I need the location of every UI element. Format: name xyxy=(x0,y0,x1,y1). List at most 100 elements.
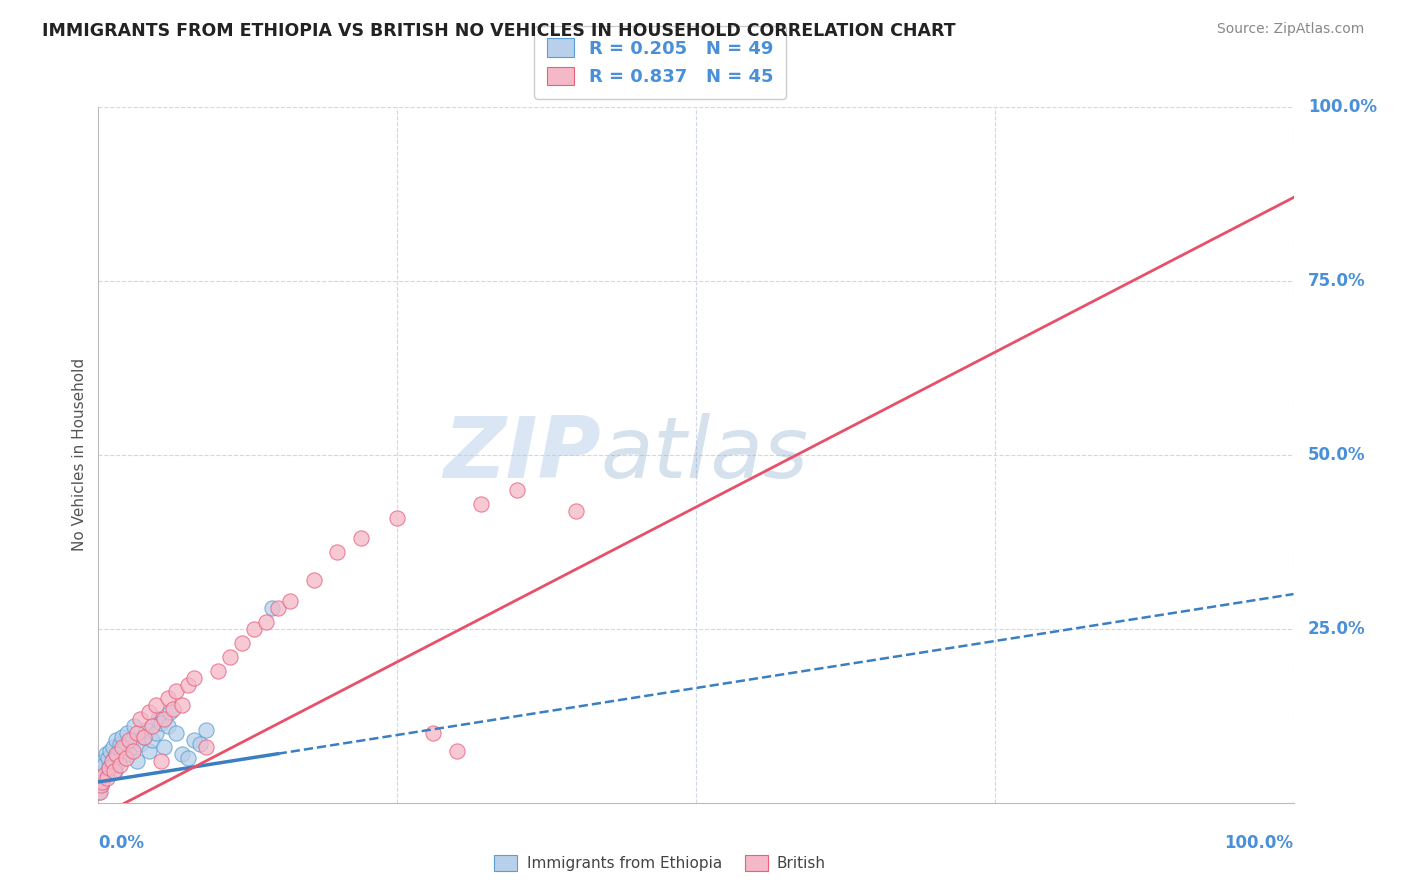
Point xyxy=(470,497,492,511)
Point xyxy=(87,781,110,796)
Point xyxy=(148,712,170,726)
Point xyxy=(231,636,253,650)
Point xyxy=(145,726,167,740)
Point xyxy=(118,747,141,761)
Point xyxy=(243,622,266,636)
Point xyxy=(105,747,128,761)
Point xyxy=(104,764,127,779)
Point xyxy=(107,747,129,761)
Point xyxy=(103,750,125,764)
Text: atlas: atlas xyxy=(600,413,808,497)
Point xyxy=(141,719,163,733)
Point xyxy=(125,754,148,768)
Point xyxy=(172,698,194,713)
Point xyxy=(94,747,117,761)
Point xyxy=(91,775,114,789)
Point xyxy=(115,750,138,764)
Point xyxy=(118,733,141,747)
Text: 75.0%: 75.0% xyxy=(1308,272,1365,290)
Point xyxy=(446,744,468,758)
Point xyxy=(129,737,152,751)
Point xyxy=(278,594,301,608)
Point xyxy=(165,726,187,740)
Text: 50.0%: 50.0% xyxy=(1308,446,1365,464)
Point xyxy=(177,750,200,764)
Point xyxy=(91,775,114,789)
Point xyxy=(132,730,155,744)
Point xyxy=(100,757,122,772)
Legend: Immigrants from Ethiopia, British: Immigrants from Ethiopia, British xyxy=(486,847,834,879)
Point xyxy=(124,719,146,733)
Point xyxy=(177,677,200,691)
Point xyxy=(89,772,111,786)
Point xyxy=(138,744,160,758)
Point xyxy=(98,761,121,775)
Point xyxy=(149,754,172,768)
Point xyxy=(135,723,157,737)
Point xyxy=(159,706,181,720)
Point xyxy=(188,737,211,751)
Point xyxy=(125,726,148,740)
Point xyxy=(267,601,290,615)
Point xyxy=(111,730,134,744)
Point xyxy=(114,740,136,755)
Point xyxy=(219,649,242,664)
Point xyxy=(183,671,205,685)
Point xyxy=(153,712,176,726)
Point xyxy=(90,761,112,775)
Point xyxy=(90,778,112,793)
Point xyxy=(90,778,112,793)
Text: 100.0%: 100.0% xyxy=(1225,834,1294,852)
Point xyxy=(111,740,134,755)
Point xyxy=(162,702,184,716)
Point xyxy=(97,750,120,764)
Point xyxy=(96,768,118,782)
Point xyxy=(110,744,132,758)
Point xyxy=(89,785,111,799)
Point xyxy=(115,726,138,740)
Point xyxy=(145,698,167,713)
Point xyxy=(129,712,152,726)
Point xyxy=(302,573,325,587)
Point xyxy=(149,715,172,730)
Point xyxy=(195,723,218,737)
Point xyxy=(165,684,187,698)
Text: 0.0%: 0.0% xyxy=(98,834,145,852)
Point xyxy=(350,532,373,546)
Text: 25.0%: 25.0% xyxy=(1308,620,1365,638)
Point xyxy=(254,615,277,629)
Text: ZIP: ZIP xyxy=(443,413,600,497)
Point xyxy=(93,757,115,772)
Point xyxy=(138,706,160,720)
Point xyxy=(100,754,122,768)
Text: Source: ZipAtlas.com: Source: ZipAtlas.com xyxy=(1216,22,1364,37)
Point xyxy=(93,768,115,782)
Point xyxy=(107,754,129,768)
Point xyxy=(156,691,179,706)
Point xyxy=(108,757,131,772)
Point xyxy=(260,601,283,615)
Point xyxy=(326,545,349,559)
Point xyxy=(96,772,118,786)
Point xyxy=(422,726,444,740)
Point xyxy=(565,503,588,517)
Point xyxy=(183,733,205,747)
Point xyxy=(141,733,163,747)
Point xyxy=(89,768,111,782)
Point xyxy=(91,754,114,768)
Text: 100.0%: 100.0% xyxy=(1308,98,1376,116)
Point xyxy=(122,744,145,758)
Point xyxy=(105,733,128,747)
Point xyxy=(172,747,194,761)
Point xyxy=(89,785,111,799)
Point xyxy=(207,664,229,678)
Point xyxy=(103,764,125,779)
Text: IMMIGRANTS FROM ETHIOPIA VS BRITISH NO VEHICLES IN HOUSEHOLD CORRELATION CHART: IMMIGRANTS FROM ETHIOPIA VS BRITISH NO V… xyxy=(42,22,956,40)
Point xyxy=(121,733,143,747)
Point xyxy=(156,719,179,733)
Point xyxy=(195,740,218,755)
Point xyxy=(98,761,121,775)
Point xyxy=(506,483,529,497)
Point xyxy=(101,740,124,755)
Y-axis label: No Vehicles in Household: No Vehicles in Household xyxy=(72,359,87,551)
